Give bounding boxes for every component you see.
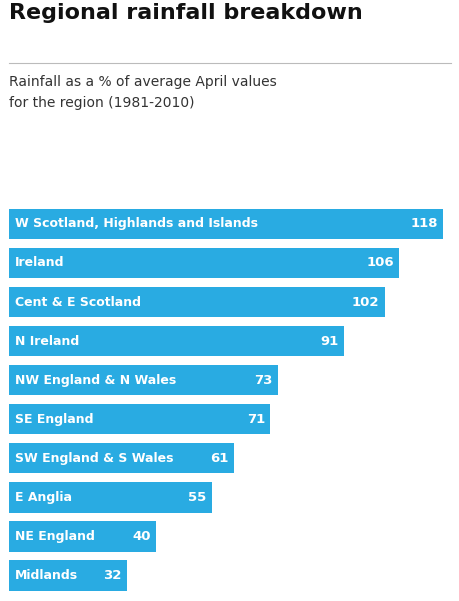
Text: Regional rainfall breakdown: Regional rainfall breakdown xyxy=(9,3,362,23)
Text: Cent & E Scotland: Cent & E Scotland xyxy=(15,296,140,308)
Bar xyxy=(9,443,233,474)
Bar xyxy=(9,404,270,435)
Text: 61: 61 xyxy=(209,452,228,465)
Text: 55: 55 xyxy=(187,491,206,504)
Bar xyxy=(9,365,277,395)
Text: 71: 71 xyxy=(246,413,264,426)
Text: E Anglia: E Anglia xyxy=(15,491,72,504)
Text: Midlands: Midlands xyxy=(15,569,78,582)
Bar xyxy=(9,482,211,513)
Text: NW England & N Wales: NW England & N Wales xyxy=(15,374,176,386)
Text: SE England: SE England xyxy=(15,413,93,426)
Text: 40: 40 xyxy=(132,530,151,543)
Text: Ireland: Ireland xyxy=(15,257,64,269)
Text: 32: 32 xyxy=(103,569,121,582)
Text: 91: 91 xyxy=(319,335,338,347)
Text: 73: 73 xyxy=(253,374,272,386)
Bar xyxy=(9,521,156,552)
Text: 118: 118 xyxy=(409,218,437,230)
Bar xyxy=(9,248,398,278)
Bar xyxy=(9,560,127,591)
Bar xyxy=(9,287,384,317)
Text: Rainfall as a % of average April values
for the region (1981-2010): Rainfall as a % of average April values … xyxy=(9,75,276,110)
Text: W Scotland, Highlands and Islands: W Scotland, Highlands and Islands xyxy=(15,218,257,230)
Text: SW England & S Wales: SW England & S Wales xyxy=(15,452,173,465)
Bar xyxy=(9,326,343,356)
Text: 106: 106 xyxy=(365,257,393,269)
Text: N Ireland: N Ireland xyxy=(15,335,79,347)
Bar xyxy=(9,209,442,239)
Text: 102: 102 xyxy=(351,296,378,308)
Text: NE England: NE England xyxy=(15,530,95,543)
